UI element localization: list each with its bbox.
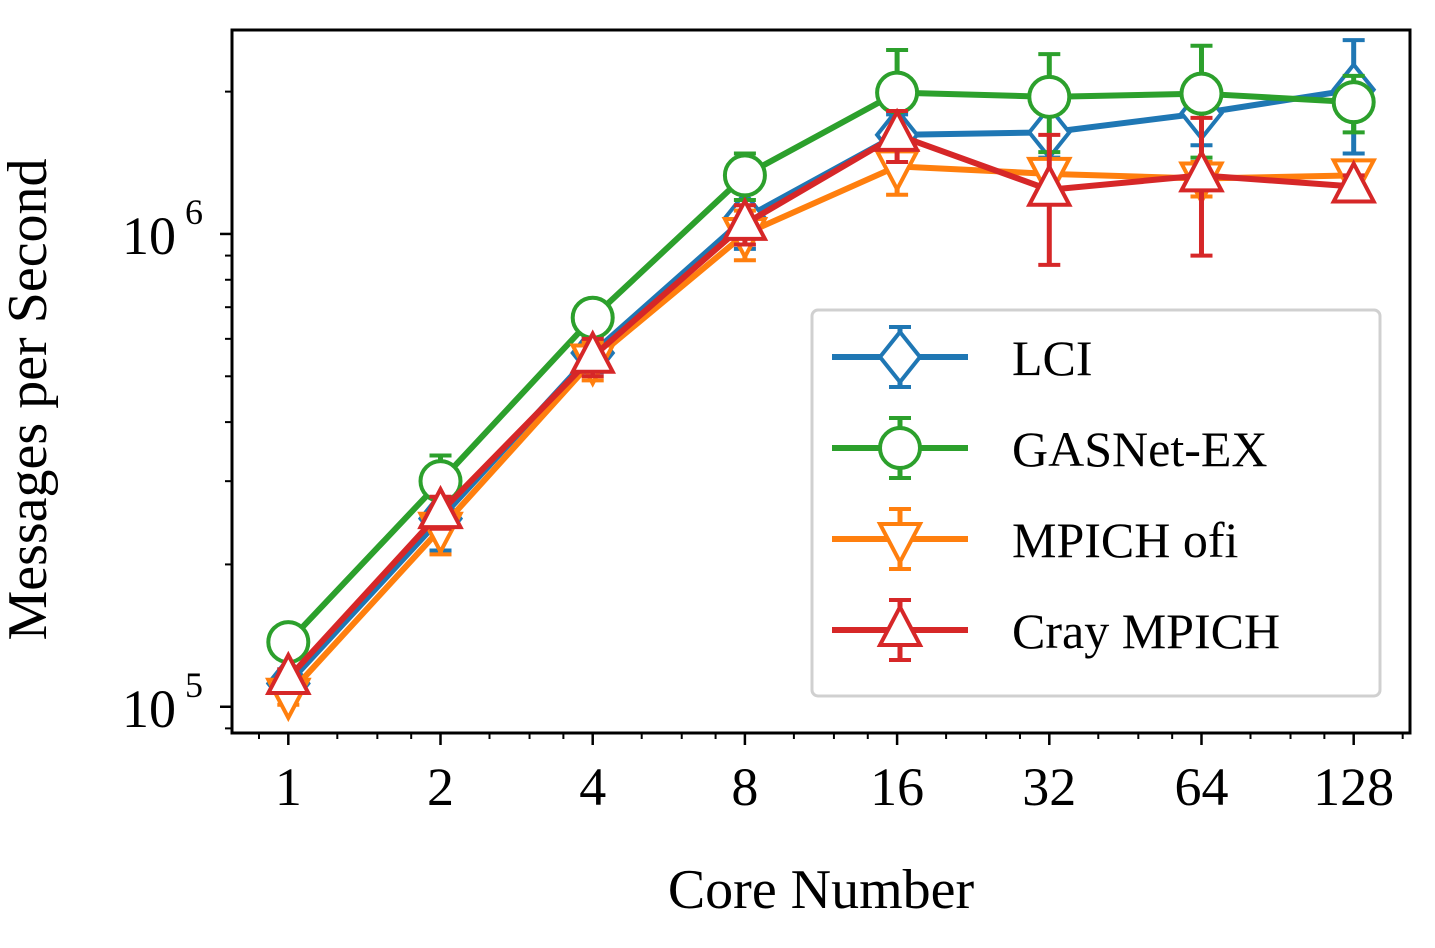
data-point	[1027, 74, 1072, 119]
data-point	[875, 70, 920, 115]
data-point	[1179, 71, 1224, 116]
series-line	[286, 131, 1354, 681]
x-tick-label: 8	[731, 757, 758, 817]
data-point	[721, 196, 769, 241]
x-tick-label: 2	[427, 757, 454, 817]
data-point	[1330, 159, 1378, 204]
x-tick-label: 128	[1313, 757, 1394, 817]
legend-item: Cray MPICH	[832, 598, 1280, 662]
legend-label: GASNet-EX	[1012, 421, 1268, 477]
x-tick-label: 16	[870, 757, 924, 817]
x-axis-label: Core Number	[668, 859, 975, 921]
y-tick-base: 10	[122, 206, 176, 266]
data-point	[417, 484, 464, 530]
y-tick-exponent: 6	[185, 192, 203, 232]
y-axis-label: Messages per Second	[0, 158, 59, 640]
data-point	[722, 153, 767, 198]
legend-label: Cray MPICH	[1012, 603, 1280, 659]
legend-marker	[876, 522, 924, 567]
legend-label: LCI	[1012, 330, 1093, 386]
x-tick-label: 64	[1174, 757, 1228, 817]
data-point	[1025, 162, 1073, 207]
x-tick-label: 32	[1022, 757, 1076, 817]
series-line	[286, 89, 1354, 645]
x-tick-label: 4	[579, 757, 606, 817]
legend-marker	[877, 328, 923, 386]
data-point	[1331, 80, 1376, 125]
legend-marker	[878, 426, 922, 470]
plot-area-frame	[230, 28, 1412, 735]
series-cray-mpich	[264, 107, 1378, 696]
legend-item: MPICH ofi	[832, 507, 1238, 571]
y-tick-label: 10 5	[122, 665, 203, 739]
legend-label: MPICH ofi	[1012, 512, 1238, 568]
y-tick-label: 10 6	[122, 192, 203, 266]
data-point	[569, 329, 617, 374]
legend-box	[810, 308, 1382, 698]
y-tick-base: 10	[122, 679, 176, 739]
legend-marker	[876, 602, 924, 647]
data-point	[873, 107, 921, 152]
legend-item: LCI	[832, 325, 1093, 389]
legend: LCI GASNet-EX MPICH ofi Cray MPICH	[810, 308, 1382, 698]
x-axis: 1 2 4 8 16 32 64 128	[257, 733, 1404, 817]
data-point	[264, 650, 312, 696]
legend-item: GASNet-EX	[832, 416, 1268, 480]
x-tick-label: 1	[275, 757, 302, 817]
series-layer	[264, 38, 1378, 723]
y-tick-exponent: 5	[185, 665, 203, 705]
data-point	[1178, 148, 1225, 193]
